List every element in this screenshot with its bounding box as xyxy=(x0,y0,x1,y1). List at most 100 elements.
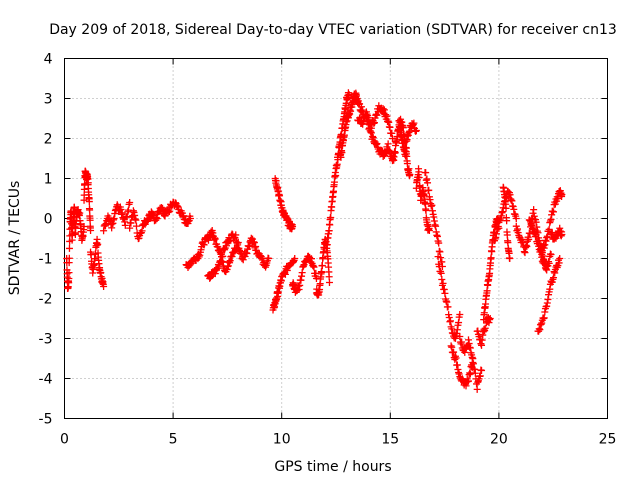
data-point xyxy=(373,111,381,119)
y-tick-label: -3 xyxy=(39,332,53,348)
x-tick-label: 10 xyxy=(273,432,291,448)
data-point xyxy=(90,261,98,269)
data-point xyxy=(399,124,407,132)
data-point xyxy=(94,240,102,248)
y-tick-label: -5 xyxy=(39,412,53,428)
y-tick-label: 3 xyxy=(44,92,53,108)
data-point xyxy=(318,268,326,276)
data-point xyxy=(234,239,242,246)
data-point xyxy=(85,198,93,206)
data-point xyxy=(556,255,564,262)
data-point xyxy=(265,255,273,262)
data-point xyxy=(415,174,423,182)
data-point xyxy=(503,217,511,225)
data-point xyxy=(401,138,409,146)
data-point xyxy=(438,276,446,284)
grid xyxy=(64,58,608,419)
data-point xyxy=(550,208,558,216)
data-point xyxy=(506,255,514,262)
data-point xyxy=(422,169,430,177)
data-point xyxy=(558,231,566,238)
y-tick-label: 0 xyxy=(44,212,53,228)
data-point xyxy=(548,229,556,237)
data-point xyxy=(486,315,494,322)
data-point xyxy=(367,129,375,137)
data-point xyxy=(132,216,140,224)
data-point xyxy=(81,180,89,188)
data-point xyxy=(86,206,94,214)
plot-frame xyxy=(64,58,608,419)
data-point xyxy=(458,338,466,346)
y-tick-label: -2 xyxy=(39,292,53,308)
data-point xyxy=(550,274,558,282)
data-point xyxy=(558,191,566,198)
data-point xyxy=(466,370,474,378)
data-point xyxy=(323,241,331,249)
x-tick-label: 25 xyxy=(599,432,617,448)
data-point xyxy=(65,275,73,283)
y-tick-labels: -5 -4 -3 -2 -1 0 1 2 3 4 xyxy=(39,52,53,428)
data-point xyxy=(289,223,297,230)
data-point xyxy=(65,254,73,262)
data-point xyxy=(65,269,73,277)
data-point xyxy=(512,215,520,222)
data-point xyxy=(65,244,73,252)
data-point xyxy=(495,224,503,232)
data-point xyxy=(86,216,94,224)
data-point xyxy=(132,222,140,230)
data-point xyxy=(391,149,399,157)
x-tick-label: 20 xyxy=(490,432,508,448)
data-point xyxy=(332,172,340,180)
data-point xyxy=(545,259,553,267)
data-point xyxy=(501,191,509,199)
x-tick-label: 0 xyxy=(60,432,69,448)
y-axis-label: SDTVAR / TECUs xyxy=(7,181,23,296)
data-point xyxy=(434,253,442,261)
x-tick-label: 15 xyxy=(381,432,399,448)
data-point xyxy=(547,251,555,258)
data-point xyxy=(473,385,481,393)
data-point xyxy=(310,263,318,271)
data-point xyxy=(412,127,420,134)
data-point xyxy=(338,149,346,157)
data-point xyxy=(76,209,84,217)
data-point xyxy=(476,372,484,380)
data-point xyxy=(425,186,433,194)
data-point xyxy=(504,239,512,247)
data-point xyxy=(540,314,548,322)
data-point xyxy=(100,283,108,290)
data-point xyxy=(425,227,433,234)
data-point xyxy=(452,354,460,362)
data-point xyxy=(424,179,432,187)
data-point xyxy=(318,262,326,270)
data-point xyxy=(121,221,129,229)
data-point xyxy=(422,206,430,214)
data-point xyxy=(487,254,495,262)
data-point xyxy=(478,367,486,374)
data-point xyxy=(532,231,540,239)
data-point xyxy=(481,324,489,332)
data-point xyxy=(126,199,134,206)
data-point xyxy=(435,239,443,247)
data-point xyxy=(530,206,538,214)
data-point xyxy=(384,140,392,148)
y-tick-label: -4 xyxy=(39,372,53,388)
chart-title: Day 209 of 2018, Sidereal Day-to-day VTE… xyxy=(49,22,617,38)
data-point xyxy=(439,279,447,287)
y-tick-label: 1 xyxy=(44,172,53,188)
x-tick-labels: 0 5 10 15 20 25 xyxy=(60,432,616,448)
data-point xyxy=(456,311,464,318)
data-point xyxy=(446,317,454,325)
data-point xyxy=(502,204,510,212)
data-points xyxy=(63,89,566,393)
data-point xyxy=(406,171,414,178)
data-point xyxy=(87,227,95,234)
data-point xyxy=(388,135,396,142)
x-axis-label: GPS time / hours xyxy=(274,459,391,475)
data-point xyxy=(380,106,388,114)
data-point xyxy=(127,219,135,227)
data-point xyxy=(386,123,394,131)
data-point xyxy=(444,303,452,311)
data-point xyxy=(325,279,333,286)
